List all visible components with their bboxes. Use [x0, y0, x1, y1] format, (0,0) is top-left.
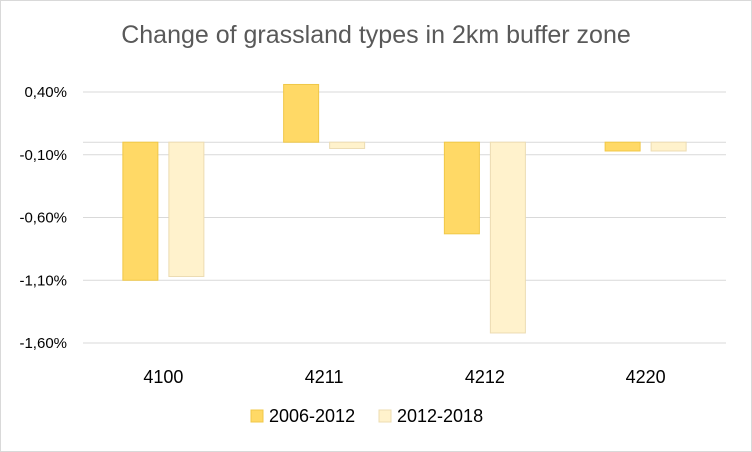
x-category-label: 4212: [465, 367, 505, 387]
y-tick-label: -1,60%: [19, 335, 67, 352]
bar-2006-2012-4220: [604, 141, 641, 152]
x-category-label: 4100: [143, 367, 183, 387]
legend-swatch: [250, 409, 264, 423]
y-tick-label: 0,40%: [24, 84, 67, 101]
x-category-label: 4220: [626, 367, 666, 387]
bar-2012-2018-4212: [489, 141, 526, 334]
bar-2006-2012-4211: [283, 83, 320, 143]
y-tick-label: -0,10%: [19, 147, 67, 164]
y-tick-label: -1,10%: [19, 272, 67, 289]
bar-2006-2012-4212: [443, 141, 480, 235]
legend-label: 2006-2012: [269, 406, 355, 426]
bar-2012-2018-4211: [329, 141, 366, 149]
y-tick-label: -0,60%: [19, 210, 67, 227]
bar-2012-2018-4100: [168, 141, 205, 277]
legend-label: 2012-2018: [397, 406, 483, 426]
bar-2006-2012-4100: [122, 141, 159, 281]
chart-title: Change of grassland types in 2km buffer …: [121, 21, 631, 49]
legend-swatch: [378, 409, 392, 423]
x-category-label: 4211: [305, 367, 344, 387]
bar-2012-2018-4220: [650, 141, 687, 152]
